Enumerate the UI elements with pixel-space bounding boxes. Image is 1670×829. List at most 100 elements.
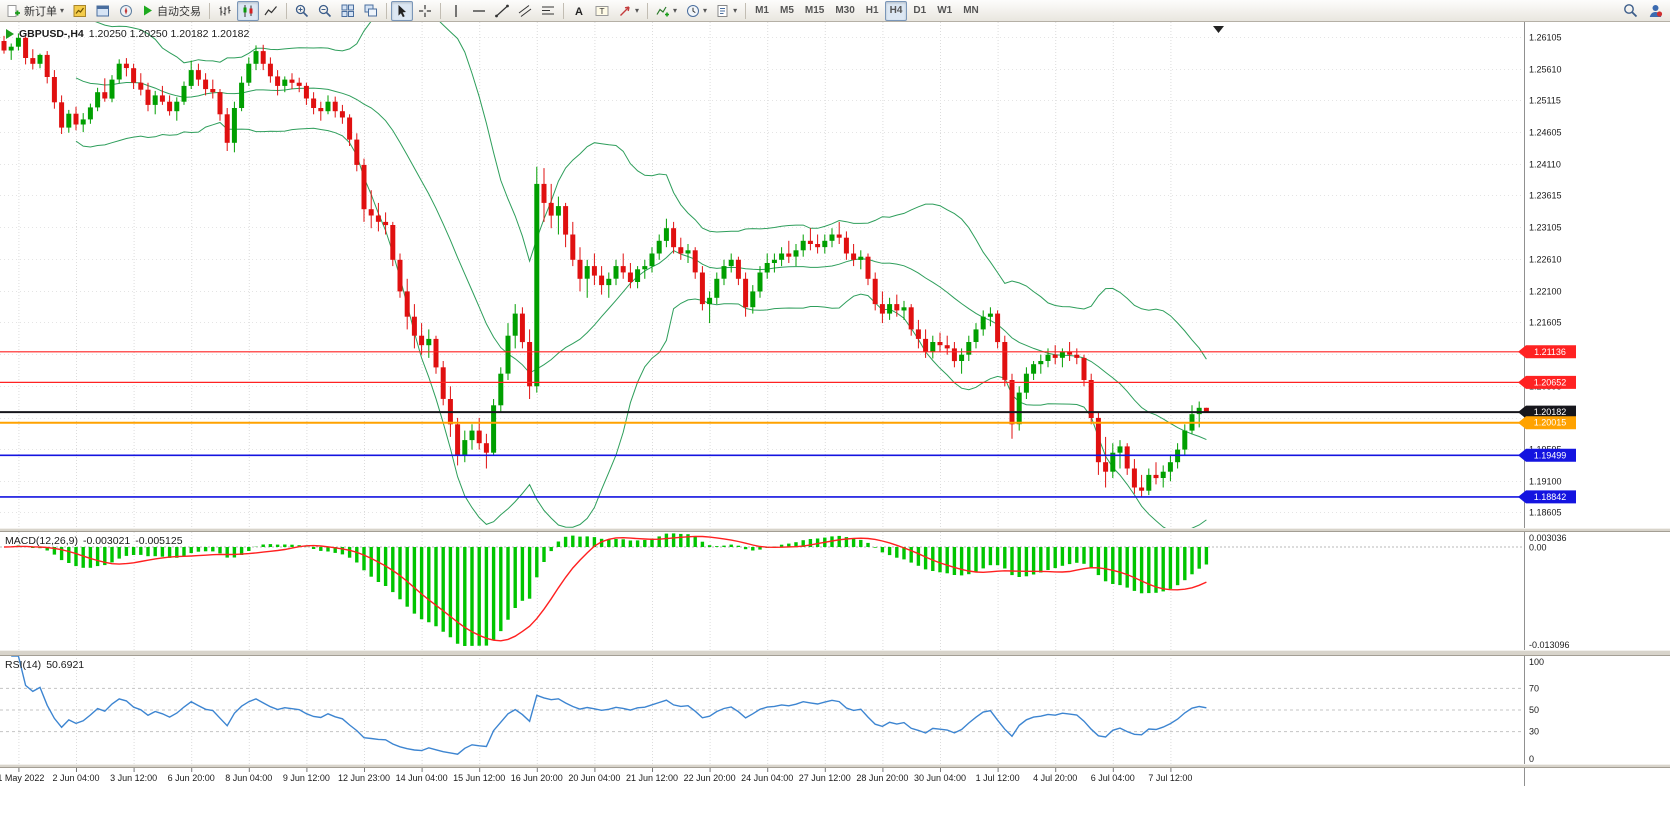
- tile-windows-button[interactable]: [337, 1, 359, 21]
- timeframe-w1-button[interactable]: W1: [937, 5, 953, 16]
- svg-text:T: T: [599, 6, 604, 16]
- macd-signal-line: [3, 535, 1207, 642]
- time-axis-label: 7 Jul 12:00: [1148, 773, 1192, 783]
- periods-button[interactable]: ▾: [682, 1, 711, 21]
- timeframe-m5-button[interactable]: M5: [779, 5, 794, 16]
- timeframe-group: M1 M5 M15 M30 H1 H4 D1 W1 MN: [750, 0, 984, 21]
- crosshair-button[interactable]: [414, 1, 436, 21]
- candle-body: [735, 259, 741, 279]
- macd-axis-label: 0.003036: [1529, 533, 1567, 543]
- price-axis-label: 1.22100: [1529, 287, 1562, 297]
- timeframe-m15-button[interactable]: M15: [804, 5, 825, 16]
- candle-body: [80, 119, 86, 125]
- candle-body: [959, 354, 965, 361]
- vertical-line-button[interactable]: [445, 1, 467, 21]
- candle-body: [577, 259, 583, 279]
- candle-body: [102, 92, 108, 99]
- timeframe-mn-button[interactable]: MN: [963, 5, 979, 16]
- candle-body: [347, 117, 353, 140]
- chart-area[interactable]: 1.26105 1.25610 1.25115 1.24605 1.24110 1.236…: [0, 22, 1670, 829]
- toolbar-separator: [745, 2, 747, 19]
- zoom-out-button[interactable]: [314, 1, 336, 21]
- pane-divider[interactable]: [0, 650, 1670, 656]
- candle-body: [1009, 380, 1015, 425]
- time-axis-label: 27 Jun 12:00: [799, 773, 851, 783]
- bar-chart-button[interactable]: [214, 1, 236, 21]
- candle-body: [131, 68, 137, 83]
- navigator-button[interactable]: [115, 1, 137, 21]
- timeframe-h4-button[interactable]: H4: [884, 0, 908, 21]
- text-label-button[interactable]: T: [591, 1, 613, 21]
- price-axis-label: 1.26105: [1529, 33, 1562, 43]
- candle-body: [332, 101, 338, 112]
- timeframe-m1-button[interactable]: M1: [755, 5, 769, 16]
- zoom-in-button[interactable]: [291, 1, 313, 21]
- chevron-down-icon: ▾: [673, 6, 678, 15]
- candle-body: [1023, 373, 1029, 393]
- candle-body: [289, 79, 295, 83]
- candlestick-chart-icon: [243, 4, 253, 17]
- new-order-button[interactable]: 新订单 ▾: [3, 1, 68, 21]
- pane-divider[interactable]: [0, 764, 1670, 768]
- candle-body: [1074, 354, 1080, 358]
- candle-body: [901, 307, 907, 311]
- time-axis[interactable]: 31 May 2022 2 Jun 04:00 3 Jun 12:00 6 Jun 2…: [0, 768, 1192, 783]
- cascade-windows-button[interactable]: [360, 1, 382, 21]
- timeframe-m30-button[interactable]: M30: [835, 5, 855, 16]
- chart-background: [0, 22, 1670, 829]
- text-a-icon: A: [575, 6, 583, 18]
- time-axis-label: 6 Jul 04:00: [1091, 773, 1135, 783]
- charts-window-button[interactable]: [92, 1, 114, 21]
- price-axis-label: 1.25115: [1529, 96, 1561, 106]
- candle-body: [714, 278, 720, 298]
- candle-body: [1088, 380, 1094, 418]
- indicators-button[interactable]: ▾: [652, 1, 681, 21]
- toolbar-separator: [386, 2, 388, 19]
- candle-body: [15, 37, 21, 47]
- candle-body: [123, 63, 129, 69]
- chart-shift-marker[interactable]: [1213, 26, 1224, 33]
- horizontal-line-button[interactable]: [468, 1, 490, 21]
- trendline-button[interactable]: [491, 1, 513, 21]
- candle-body: [145, 89, 151, 105]
- market-watch-icon: [73, 4, 87, 17]
- candle-body: [555, 206, 561, 216]
- price-axis-label: 1.25610: [1529, 65, 1562, 75]
- fibonacci-button[interactable]: [537, 1, 559, 21]
- candle-body: [267, 63, 273, 77]
- play-icon: [144, 5, 153, 16]
- candle-body: [217, 92, 223, 115]
- rsi-axis-label: 70: [1529, 683, 1539, 693]
- indicators-icon: [656, 6, 670, 16]
- cursor-button[interactable]: [391, 0, 414, 21]
- candle-body: [195, 70, 201, 80]
- line-chart-button[interactable]: [260, 1, 282, 21]
- timeframe-h1-button[interactable]: H1: [865, 5, 879, 16]
- candle-body: [915, 329, 921, 339]
- candle-body: [8, 46, 14, 51]
- channel-button[interactable]: [514, 1, 536, 21]
- text-button[interactable]: A: [568, 1, 590, 21]
- rsi-line: [11, 656, 1207, 755]
- search-button[interactable]: [1619, 1, 1642, 21]
- templates-button[interactable]: ▾: [712, 1, 741, 21]
- candle-body: [757, 272, 763, 292]
- text-label-icon: T: [595, 5, 609, 16]
- horizontal-level-lines[interactable]: [0, 351, 1524, 498]
- candle-body: [527, 342, 533, 387]
- market-watch-button[interactable]: [69, 1, 91, 21]
- auto-trading-button[interactable]: 自动交易: [138, 1, 205, 21]
- candlestick-chart-button[interactable]: [237, 0, 260, 21]
- candle-body: [390, 225, 396, 260]
- candle-body: [87, 107, 93, 120]
- candle-body: [1, 41, 7, 51]
- pane-divider[interactable]: [0, 528, 1670, 532]
- account-button[interactable]: [1644, 1, 1667, 21]
- tile-windows-icon: [341, 4, 355, 17]
- price-marker-label: 1.20182: [1534, 407, 1567, 417]
- arrows-button[interactable]: ▾: [614, 1, 643, 21]
- account-icon: [1649, 5, 1663, 17]
- timeframe-d1-button[interactable]: D1: [913, 5, 927, 16]
- candle-body: [397, 259, 403, 292]
